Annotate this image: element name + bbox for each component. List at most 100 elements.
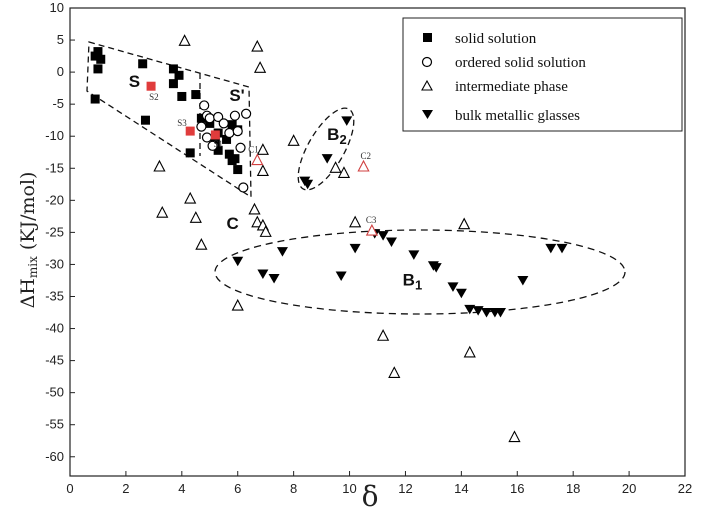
point-bulk-metallic-glasses (408, 250, 420, 260)
point-solid-solution (90, 94, 100, 104)
point-intermediate-phase (508, 430, 521, 443)
region-s-boundary (86, 41, 252, 199)
region-label: S' (229, 86, 244, 105)
highlight-label-s3: S3 (177, 118, 187, 128)
y-axis-title: ΔHmix (KJ/mol) (17, 172, 40, 309)
point-intermediate-phase (156, 205, 169, 218)
y-tick-label: -10 (45, 128, 64, 143)
point-intermediate-phase (253, 61, 267, 73)
point-ordered-solid-solution (229, 110, 241, 121)
point-intermediate-phase (195, 238, 208, 250)
region-label-sub: 1 (415, 278, 422, 293)
point-solid-solution (177, 91, 187, 101)
point-intermediate-phase (231, 298, 244, 311)
y-tick-labels: 10 5 0 -5 -10 -15 -20 -25 -30 -35 -40 -45 -50 -55 -60 (45, 0, 64, 464)
y-tick-label: -15 (45, 160, 64, 175)
x-tick-label: 20 (622, 481, 636, 496)
point-ordered-solid-solution (196, 121, 207, 132)
legend-label-ordered-solid-solution: ordered solid solution (455, 55, 586, 71)
y-tick-label: -60 (45, 449, 64, 464)
point-intermediate-phase (256, 164, 269, 177)
y-tick-label: -30 (45, 256, 64, 271)
point-intermediate-phase (251, 39, 264, 52)
region-b1-boundary (214, 229, 626, 315)
point-bulk-metallic-glasses (335, 271, 347, 281)
point-bulk-metallic-glasses (495, 308, 506, 318)
legend-label-bulk-metallic-glasses: bulk metallic glasses (455, 108, 580, 124)
point-intermediate-phase (184, 191, 197, 204)
highlight-point-c2 (357, 159, 370, 172)
region-label-main: S (129, 72, 140, 91)
legend-marker-solid-solution (423, 33, 432, 42)
point-solid-solution (233, 165, 243, 175)
point-ordered-solid-solution (213, 111, 224, 123)
highlight-label-s2: S2 (149, 92, 159, 102)
point-bulk-metallic-glasses (341, 116, 353, 126)
point-ordered-solid-solution (238, 182, 249, 193)
highlight-point-c3 (365, 223, 379, 236)
highlight-label-c2: C2 (361, 151, 372, 161)
point-solid-solution (138, 59, 148, 69)
region-label-main: C (227, 214, 239, 233)
point-ordered-solid-solution (218, 118, 229, 129)
point-bulk-metallic-glasses (455, 288, 467, 299)
y-tick-label: 0 (57, 64, 64, 79)
point-solid-solution (230, 154, 240, 164)
point-bulk-metallic-glasses (385, 237, 397, 247)
x-tick-label: 6 (234, 481, 241, 496)
point-intermediate-phase (463, 345, 476, 358)
highlight-point-s1 (210, 130, 220, 140)
point-intermediate-phase (259, 225, 272, 237)
point-ordered-solid-solution (224, 127, 235, 139)
point-solid-solution (227, 120, 237, 130)
point-bulk-metallic-glasses (268, 274, 280, 284)
y-axis-title-main: ΔH (17, 278, 39, 308)
region-label: B2 (327, 125, 347, 147)
axis-ticks (69, 7, 686, 476)
y-tick-label: 10 (50, 0, 64, 15)
point-intermediate-phase (388, 366, 401, 378)
x-tick-label: 22 (678, 481, 692, 496)
point-bulk-metallic-glasses (321, 154, 333, 164)
point-ordered-solid-solution (201, 132, 213, 143)
point-solid-solution (185, 148, 195, 158)
region-label: S (129, 72, 140, 91)
y-tick-label: -20 (45, 192, 64, 207)
y-tick-label: 5 (57, 32, 64, 47)
y-axis-title-unit: (KJ/mol) (17, 172, 39, 251)
point-bulk-metallic-glasses (232, 256, 244, 267)
legend-marker-ordered-solid-solution (421, 56, 433, 68)
point-bulk-metallic-glasses (517, 275, 529, 286)
point-ordered-solid-solution (207, 140, 218, 151)
point-bulk-metallic-glasses (472, 306, 484, 316)
region-label: B1 (403, 271, 423, 293)
point-solid-solution (191, 90, 201, 100)
highlight-point-s2 (146, 81, 156, 91)
point-bulk-metallic-glasses (481, 308, 493, 318)
point-bulk-metallic-glasses (276, 247, 288, 257)
point-solid-solution (213, 145, 223, 155)
point-bulk-metallic-glasses (349, 243, 361, 254)
highlight-point-c1 (251, 153, 264, 166)
point-intermediate-phase (248, 202, 261, 215)
y-tick-label: -40 (45, 321, 64, 336)
legend-marker-intermediate-phase (421, 79, 433, 91)
point-bulk-metallic-glasses (447, 282, 459, 292)
y-tick-label: -50 (45, 385, 64, 400)
region-label-main: B (403, 271, 415, 290)
point-solid-solution (93, 47, 103, 57)
point-bulk-metallic-glasses (556, 243, 568, 254)
point-solid-solution (174, 70, 184, 80)
legend-marker-bulk-metallic-glasses (422, 110, 433, 119)
point-solid-solution (168, 64, 178, 74)
x-tick-labels: 0 2 4 6 8 10 12 14 16 18 20 22 (66, 481, 692, 496)
point-solid-solution (205, 118, 215, 128)
point-solid-solution (224, 149, 234, 159)
y-tick-label: -45 (45, 353, 64, 368)
point-solid-solution (93, 64, 103, 74)
y-tick-label: -25 (45, 224, 64, 239)
x-tick-label: 2 (122, 481, 129, 496)
point-intermediate-phase (287, 134, 300, 146)
point-ordered-solid-solution (204, 113, 215, 124)
